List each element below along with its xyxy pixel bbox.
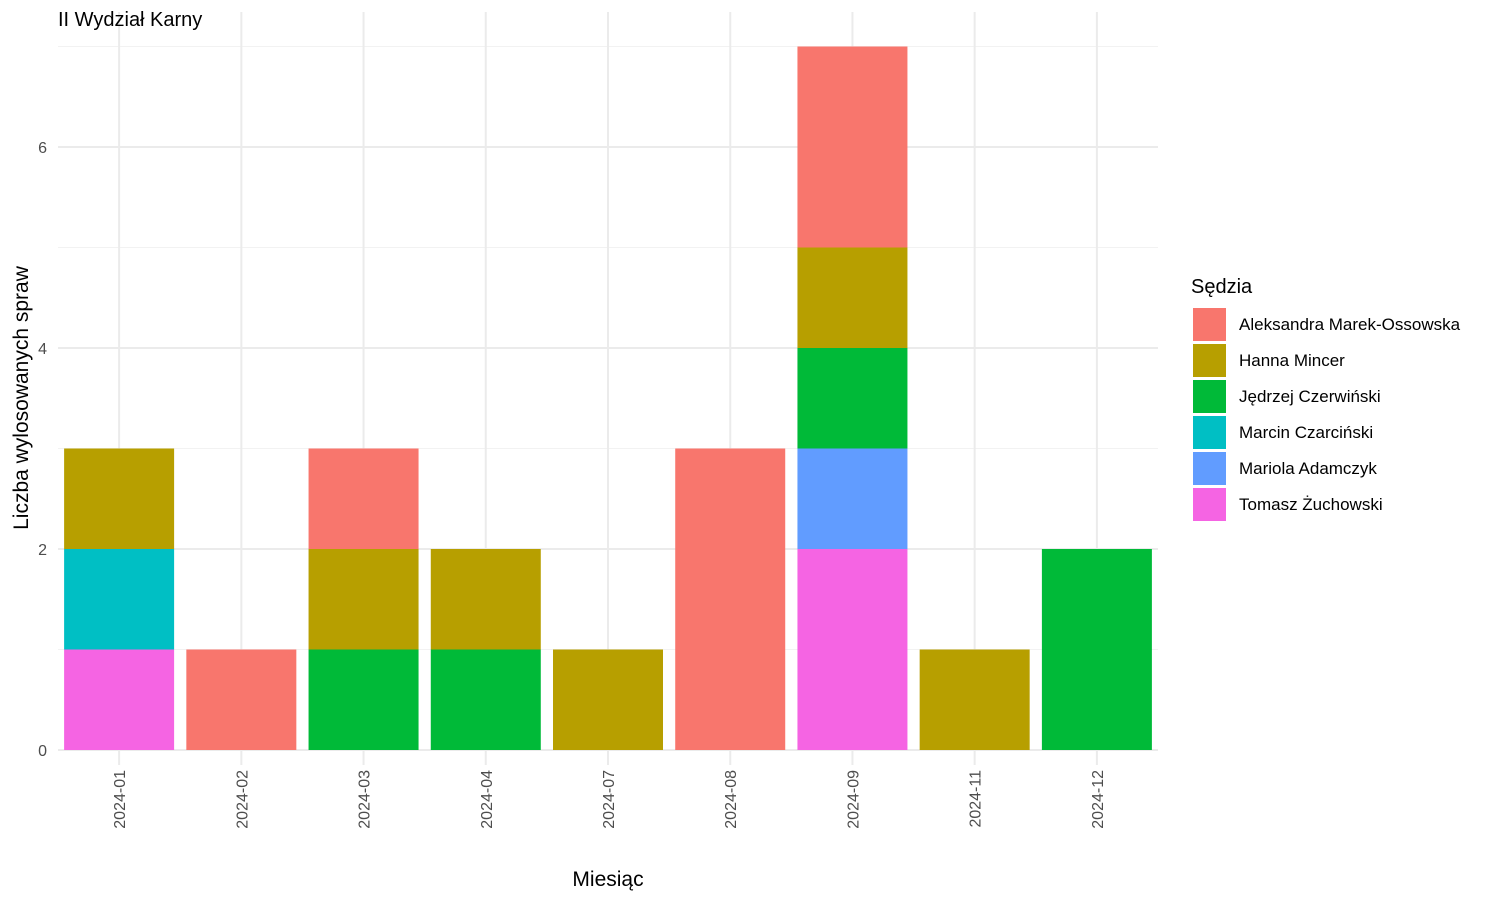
legend-title: Sędzia	[1191, 276, 1253, 298]
legend-swatch	[1193, 308, 1226, 341]
bar-segment	[430, 649, 541, 750]
bar-segment	[430, 549, 541, 650]
legend-label: Mariola Adamczyk	[1239, 459, 1377, 478]
legend: Aleksandra Marek-Ossowska Hanna Mincer Jęd…	[1193, 308, 1461, 521]
bar-segment	[64, 649, 175, 750]
x-axis-title: Miesiąc	[572, 868, 643, 891]
y-tick-label: 4	[38, 341, 47, 358]
bar-segment	[308, 549, 419, 650]
bar-segment	[919, 649, 1030, 750]
x-tick-label: 2024-12	[1090, 770, 1107, 829]
bar-segment	[797, 448, 908, 549]
bar-segment	[308, 448, 419, 549]
y-tick-label: 0	[38, 743, 47, 760]
bars	[64, 46, 1152, 750]
bar-segment	[64, 549, 175, 650]
y-axis-ticks: 0 2 4 6	[38, 140, 47, 760]
legend-swatch	[1193, 344, 1226, 377]
y-axis-title: Liczba wylosowanych spraw	[10, 265, 33, 530]
x-tick-label: 2024-11	[968, 770, 985, 828]
legend-swatch	[1193, 380, 1226, 413]
bar-segment	[797, 46, 908, 248]
bar-segment	[797, 549, 908, 750]
legend-label: Aleksandra Marek-Ossowska	[1239, 315, 1461, 334]
bar-segment	[308, 649, 419, 750]
bar-segment	[186, 649, 297, 750]
legend-label: Hanna Mincer	[1239, 351, 1345, 370]
bar-segment	[797, 247, 908, 348]
x-tick-label: 2024-07	[601, 770, 618, 829]
bar-segment	[1041, 549, 1152, 750]
bar-segment	[553, 649, 663, 750]
x-tick-label: 2024-04	[479, 770, 496, 829]
y-tick-label: 2	[38, 542, 47, 559]
x-tick-label: 2024-08	[723, 770, 740, 829]
y-tick-label: 6	[38, 140, 47, 157]
legend-label: Jędrzej Czerwiński	[1239, 387, 1381, 406]
x-tick-label: 2024-01	[112, 770, 129, 829]
bar-segment	[675, 448, 786, 750]
bar-segment	[64, 448, 175, 549]
x-tick-label: 2024-02	[234, 770, 251, 829]
x-tick-label: 2024-03	[357, 770, 374, 829]
legend-swatch	[1193, 416, 1226, 449]
legend-swatch	[1193, 452, 1226, 485]
x-tick-label: 2024-09	[845, 770, 862, 829]
legend-swatch	[1193, 488, 1226, 521]
legend-label: Marcin Czarciński	[1239, 423, 1373, 442]
x-axis-ticks: 2024-01 2024-02 2024-03 2024-04 2024-07 2024-…	[112, 770, 1107, 829]
legend-label: Tomasz Żuchowski	[1239, 495, 1383, 514]
chart-title: II Wydział Karny	[58, 9, 202, 31]
bar-segment	[797, 348, 908, 449]
